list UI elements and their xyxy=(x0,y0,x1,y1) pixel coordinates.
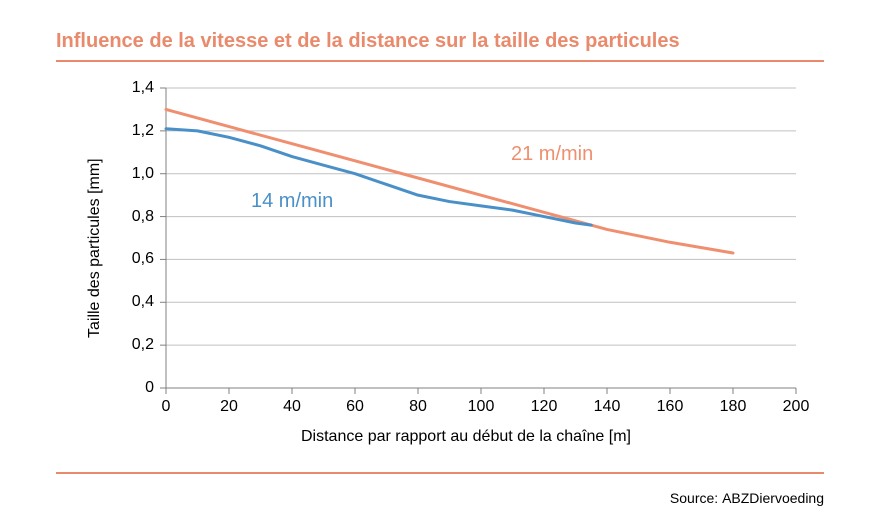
series-label-0: 21 m/min xyxy=(511,143,593,166)
y-tick-label: 0,6 xyxy=(132,250,154,268)
x-tick-label: 60 xyxy=(340,398,370,416)
x-tick-label: 160 xyxy=(655,398,685,416)
x-tick-label: 80 xyxy=(403,398,433,416)
y-tick-label: 1,0 xyxy=(132,165,154,183)
source-value: ABZDiervoeding xyxy=(722,490,824,506)
source-attribution: Source: ABZDiervoeding xyxy=(670,490,824,506)
series-label-1: 14 m/min xyxy=(251,190,333,213)
chart-area: 0 20 40 60 80 100 120 140 160 180 200 0 0,2 0,4 0,6 0,8… xyxy=(56,78,824,458)
y-tick-label: 0,8 xyxy=(132,208,154,226)
y-tick-label: 0 xyxy=(145,379,154,397)
y-axis-title: Taille des particules [mm] xyxy=(86,158,104,338)
x-tick-label: 0 xyxy=(151,398,181,416)
source-label: Source xyxy=(670,490,714,506)
chart-title: Influence de la vitesse et de la distanc… xyxy=(56,30,680,53)
x-tick-label: 40 xyxy=(277,398,307,416)
x-axis-title: Distance par rapport au début de la chaî… xyxy=(301,428,631,446)
x-tick-label: 180 xyxy=(718,398,748,416)
bottom-rule xyxy=(56,472,824,474)
title-underline xyxy=(56,60,824,62)
y-tick-label: 1,4 xyxy=(132,79,154,97)
figure-container: Influence de la vitesse et de la distanc… xyxy=(0,0,880,532)
y-tick-label: 0,4 xyxy=(132,293,154,311)
x-tick-label: 200 xyxy=(781,398,811,416)
x-tick-label: 120 xyxy=(529,398,559,416)
y-tick-label: 0,2 xyxy=(132,336,154,354)
x-tick-label: 20 xyxy=(214,398,244,416)
y-tick-label: 1,2 xyxy=(132,122,154,140)
x-tick-label: 100 xyxy=(466,398,496,416)
x-tick-label: 140 xyxy=(592,398,622,416)
